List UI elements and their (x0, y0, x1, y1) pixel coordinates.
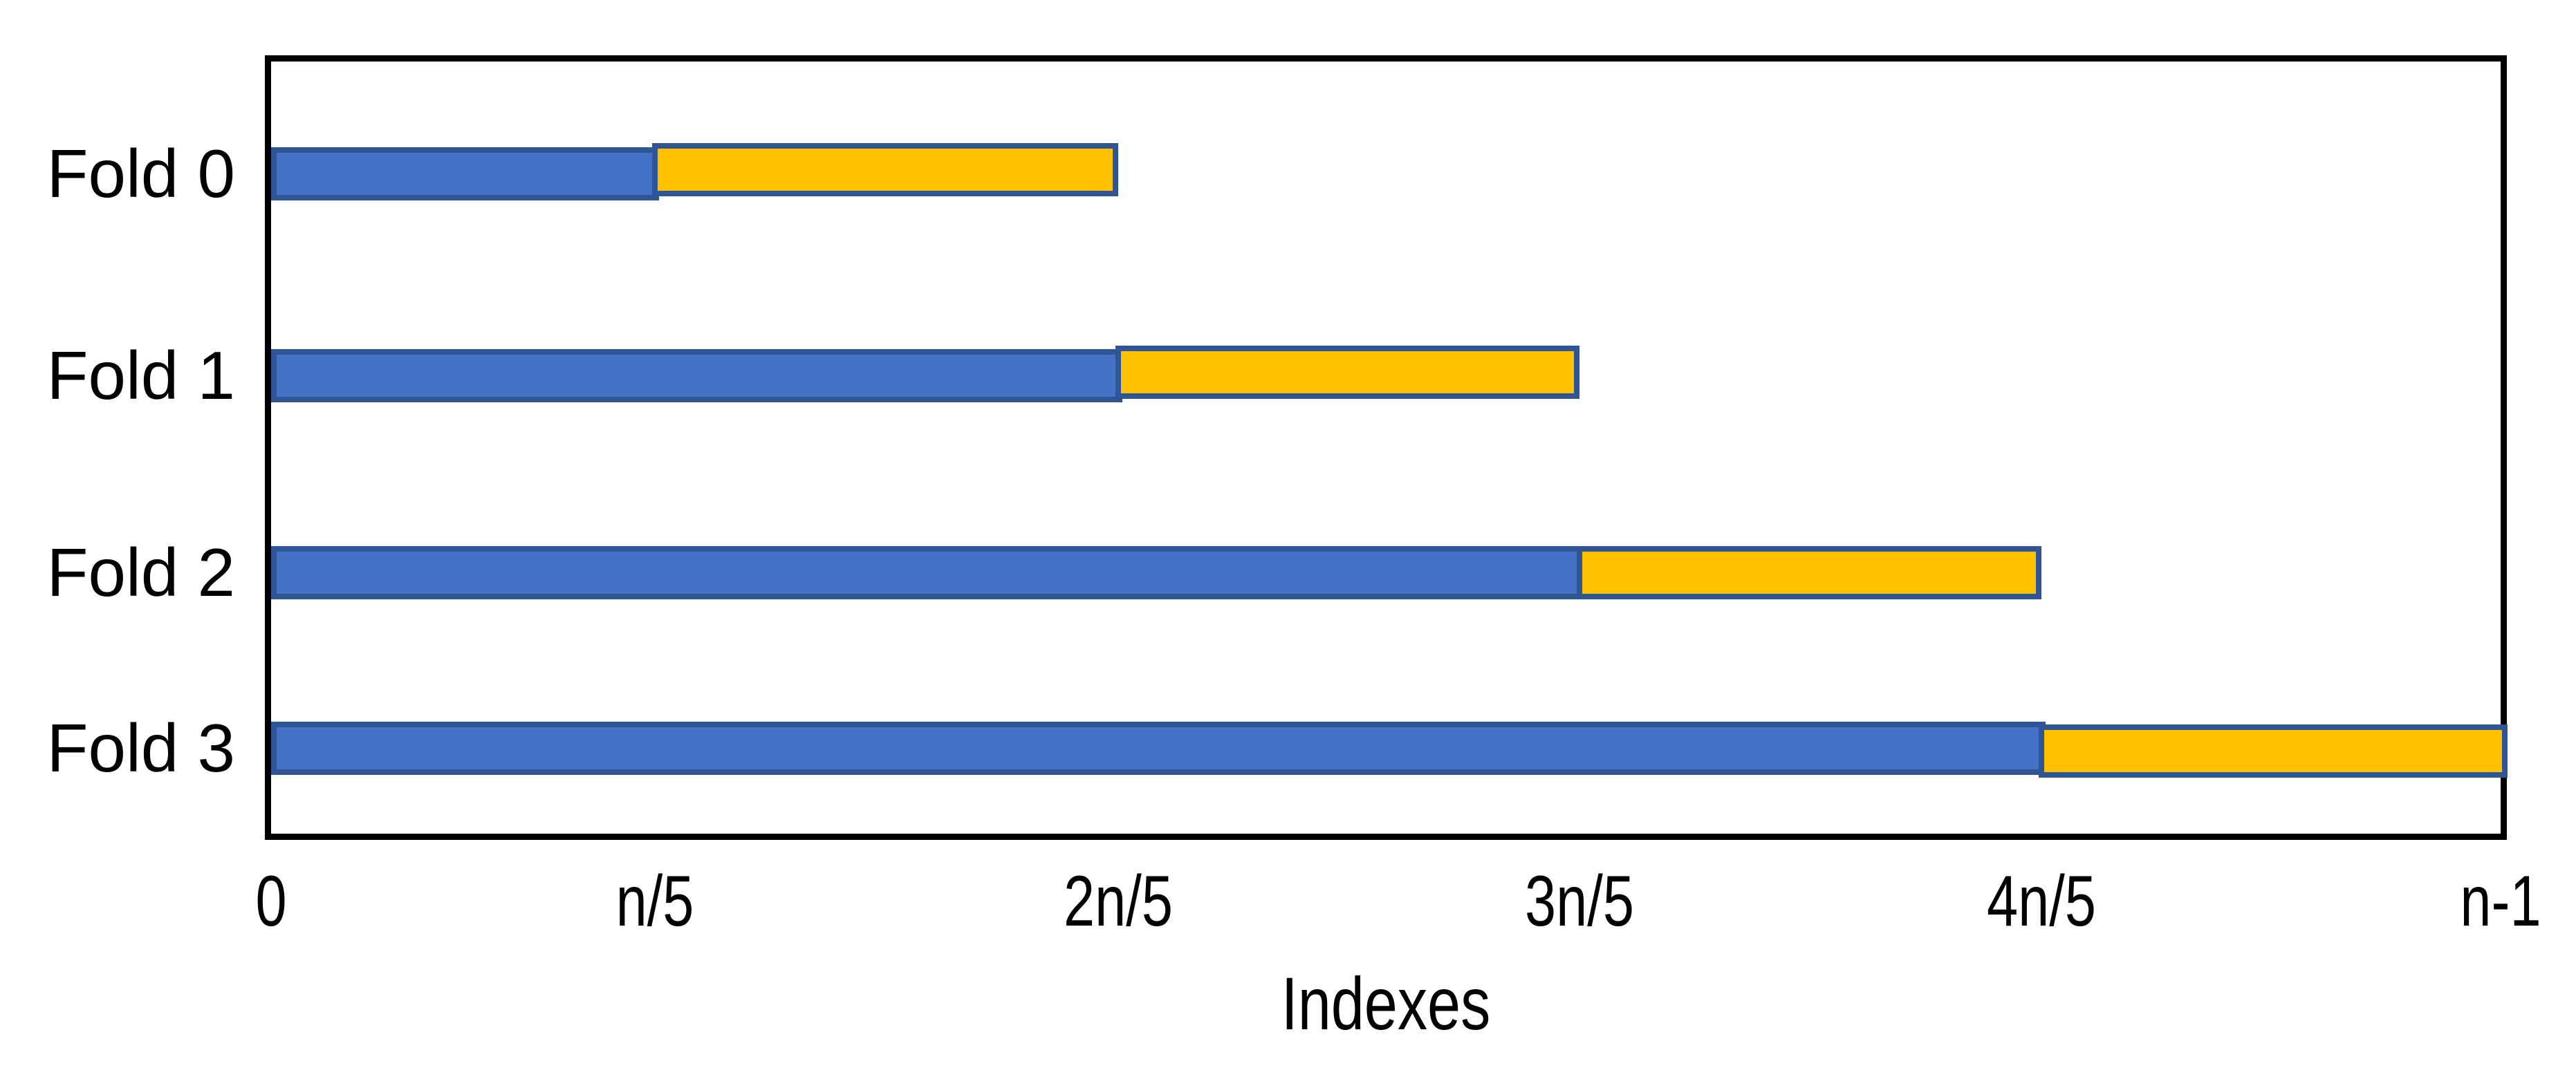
x-tick-text: n/5 (615, 861, 694, 941)
fold-label-0: Fold 0 (46, 135, 235, 212)
test-bar-fold-3 (2039, 724, 2508, 778)
fold-label-1: Fold 1 (46, 337, 235, 413)
x-tick-n/5: n/5 (605, 865, 705, 937)
fold-label-2: Fold 2 (46, 534, 235, 610)
train-bar-fold-0 (271, 147, 659, 200)
test-bar-fold-2 (1577, 546, 2041, 599)
x-tick-text: n-1 (2460, 861, 2541, 941)
x-tick-3n/5: 3n/5 (1510, 865, 1649, 937)
x-tick-text: 2n/5 (1064, 861, 1173, 941)
x-tick-0: 0 (251, 865, 291, 937)
train-bar-fold-1 (271, 349, 1122, 402)
plot-inner (271, 62, 2508, 834)
train-bar-fold-3 (271, 722, 2046, 775)
fold-label-3: Fold 3 (46, 710, 235, 786)
test-bar-fold-0 (652, 143, 1118, 196)
x-tick-4n/5: 4n/5 (1972, 865, 2111, 937)
x-tick-text: 0 (255, 861, 287, 941)
x-tick-2n/5: 2n/5 (1048, 865, 1188, 937)
x-axis-title: Indexes (1255, 966, 1517, 1041)
x-axis-title-text: Indexes (1281, 962, 1491, 1045)
test-bar-fold-1 (1115, 346, 1579, 399)
x-tick-n-1: n-1 (2449, 865, 2552, 937)
x-tick-text: 3n/5 (1525, 861, 1634, 941)
x-tick-text: 4n/5 (1987, 861, 2096, 941)
train-bar-fold-2 (271, 546, 1584, 599)
